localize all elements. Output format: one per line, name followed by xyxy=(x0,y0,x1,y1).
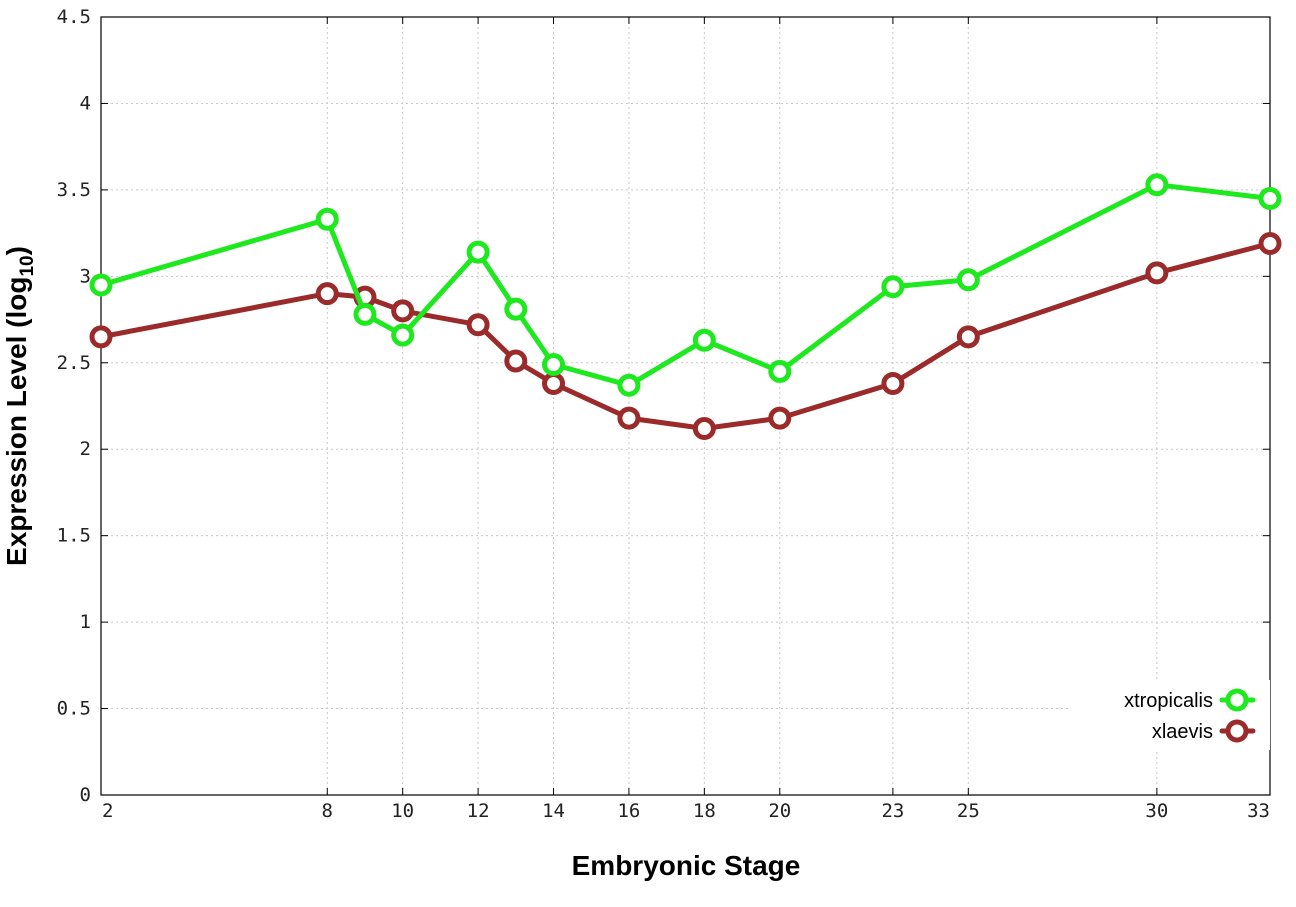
x-tick-label: 16 xyxy=(617,800,640,822)
legend-label-xlaevis: xlaevis xyxy=(1152,721,1213,743)
y-tick-label: 0 xyxy=(80,784,91,806)
data-point-xlaevis xyxy=(504,349,528,373)
series-layer xyxy=(89,173,1282,440)
data-point-xlaevis xyxy=(466,313,490,337)
data-point-xtropicalis xyxy=(315,207,339,231)
x-tick-label: 30 xyxy=(1145,800,1168,822)
data-point-xtropicalis xyxy=(1258,187,1282,211)
series-xlaevis xyxy=(89,231,1282,440)
data-point-xlaevis xyxy=(1145,261,1169,285)
y-tick-label: 3 xyxy=(80,265,91,287)
series-line-xlaevis xyxy=(98,241,1273,431)
data-point-xtropicalis xyxy=(542,353,566,377)
data-point-xlaevis xyxy=(768,406,792,430)
x-tick-label: 14 xyxy=(542,800,565,822)
data-point-xlaevis xyxy=(617,406,641,430)
legend-label-xtropicalis: xtropicalis xyxy=(1124,690,1213,712)
legend: xtropicalis xlaevis xyxy=(1070,680,1270,750)
y-tick-label: 4 xyxy=(80,92,91,114)
data-point-xlaevis xyxy=(956,325,980,349)
data-point-xlaevis xyxy=(315,282,339,306)
data-point-xtropicalis xyxy=(89,273,113,297)
data-point-xlaevis xyxy=(542,372,566,396)
y-tick-label: 2 xyxy=(80,438,91,460)
series-xtropicalis xyxy=(89,173,1282,397)
data-point-xlaevis xyxy=(881,372,905,396)
data-point-xtropicalis xyxy=(504,297,528,321)
series-line-xtropicalis xyxy=(98,182,1273,388)
plot-area xyxy=(100,16,1271,796)
x-tick-label: 18 xyxy=(693,800,716,822)
data-point-xlaevis xyxy=(89,325,113,349)
x-tick-label: 12 xyxy=(467,800,490,822)
y-axis-title-subscript: 10 xyxy=(17,255,38,276)
data-point-xtropicalis xyxy=(1145,173,1169,197)
data-point-xtropicalis xyxy=(391,323,415,347)
data-point-xtropicalis xyxy=(466,240,490,264)
data-point-xtropicalis xyxy=(617,373,641,397)
x-tick-label: 8 xyxy=(322,800,333,822)
x-tick-label: 33 xyxy=(1247,800,1270,822)
y-tick-label: 1 xyxy=(80,611,91,633)
data-point-xlaevis xyxy=(391,299,415,323)
y-axis-title-base: Expression Level (log xyxy=(1,277,32,566)
x-tick-label: 25 xyxy=(957,800,980,822)
y-tick-label: 1.5 xyxy=(57,525,91,547)
data-point-xlaevis xyxy=(1258,231,1282,255)
x-tick-label: 20 xyxy=(768,800,791,822)
data-point-xtropicalis xyxy=(956,268,980,292)
data-point-xtropicalis xyxy=(881,275,905,299)
x-tick-label: 10 xyxy=(391,800,414,822)
y-tick-label: 4.5 xyxy=(57,6,91,28)
y-tick-label: 2.5 xyxy=(57,352,91,374)
y-tick-label: 0.5 xyxy=(57,698,91,720)
y-axis-title-suffix: ) xyxy=(1,246,32,255)
data-point-xtropicalis xyxy=(692,328,716,352)
y-axis-title: Expression Level (log10) xyxy=(1,246,38,566)
legend-swatch-marker-xlaevis xyxy=(1225,719,1249,743)
y-tick-label: 3.5 xyxy=(57,179,91,201)
x-axis-title: Embryonic Stage xyxy=(572,850,801,881)
data-point-xtropicalis xyxy=(353,302,377,326)
grid xyxy=(101,17,1270,795)
x-tick-label: 2 xyxy=(102,800,113,822)
legend-swatch-marker-xtropicalis xyxy=(1225,688,1249,712)
x-tick-label: 23 xyxy=(881,800,904,822)
data-point-xlaevis xyxy=(692,416,716,440)
data-point-xtropicalis xyxy=(768,359,792,383)
axes: 0 0.5 1 1.5 2 2.5 3 3.5 4 4.5 2 8 10 12 14 16 18 20 23 25 30… xyxy=(57,6,1271,822)
